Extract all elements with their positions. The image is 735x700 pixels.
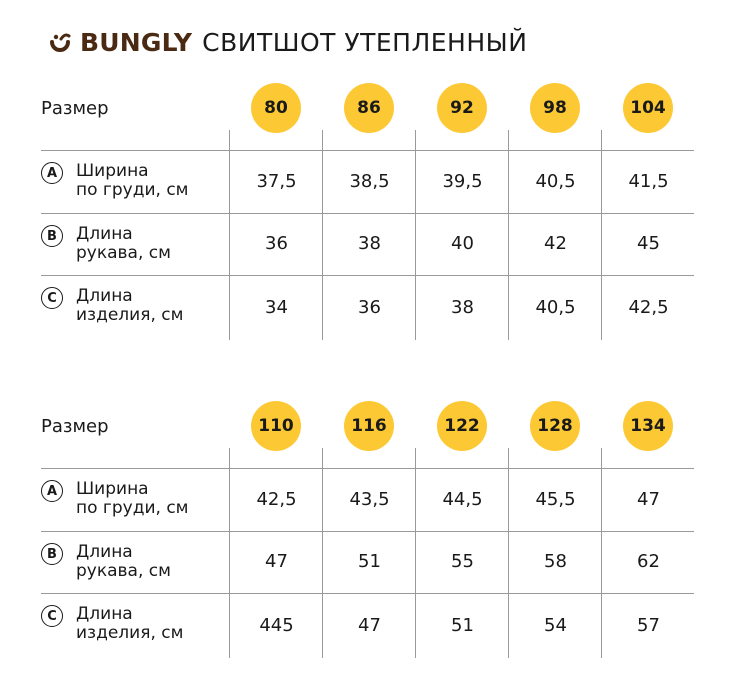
table-cell: 55: [451, 551, 474, 572]
column-divider: [601, 130, 602, 340]
row-label-line1: Длина: [76, 542, 133, 562]
table-cell: 36: [265, 233, 288, 254]
row-divider: [41, 275, 694, 276]
column-divider: [601, 448, 602, 658]
row-divider: [41, 531, 694, 532]
column-divider: [322, 448, 323, 658]
column-divider: [322, 130, 323, 340]
row-label-line2: рукава, см: [76, 561, 171, 581]
size-badge: 80: [251, 83, 301, 133]
header: BUNGLY СВИТШОТ УТЕПЛЕННЫЙ: [48, 24, 527, 60]
bungly-logo-icon: [50, 33, 71, 52]
row-divider: [41, 150, 694, 151]
row-label: Длина изделия, см: [76, 287, 183, 325]
column-divider: [415, 130, 416, 340]
row-label: Длина рукава, см: [76, 543, 171, 581]
table-cell: 51: [358, 551, 381, 572]
table-cell: 45: [637, 233, 660, 254]
row-label: Ширина по груди, см: [76, 480, 188, 518]
row-label-line2: изделия, см: [76, 305, 184, 325]
table-cell: 40,5: [535, 170, 576, 192]
table-cell: 45,5: [535, 488, 576, 510]
table-cell: 62: [637, 551, 660, 572]
table-cell: 54: [544, 614, 567, 636]
row-letter-badge: B: [41, 225, 63, 247]
size-badge: 104: [623, 83, 673, 133]
row-label: Длина изделия, см: [76, 605, 183, 643]
table-cell: 34: [265, 296, 288, 318]
row-letter-badge: B: [41, 543, 63, 565]
table-cell: 38,5: [349, 170, 390, 192]
row-letter-badge: C: [41, 287, 63, 309]
table-cell: 36: [358, 296, 381, 318]
row-label: Длина рукава, см: [76, 225, 171, 263]
table-cell: 37,5: [256, 170, 297, 192]
row-label-line1: Длина: [76, 604, 133, 624]
size-badge: 86: [344, 83, 394, 133]
table-cell: 58: [544, 551, 567, 572]
row-label-line2: по груди, см: [76, 498, 189, 518]
size-badge: 110: [251, 401, 301, 451]
column-divider: [415, 448, 416, 658]
size-badge: 134: [623, 401, 673, 451]
size-badge: 116: [344, 401, 394, 451]
table-cell: 445: [259, 614, 294, 636]
table-cell: 51: [451, 614, 474, 636]
table-cell: 47: [265, 551, 288, 572]
table-cell: 47: [637, 488, 660, 510]
table-cell: 47: [358, 614, 381, 636]
table-cell: 38: [451, 296, 474, 318]
column-divider: [229, 448, 230, 658]
size-badge: 92: [437, 83, 487, 133]
size-badge: 122: [437, 401, 487, 451]
table-cell: 40,5: [535, 296, 576, 318]
row-label-line2: по груди, см: [76, 180, 189, 200]
column-divider: [229, 130, 230, 340]
table-cell: 42,5: [256, 488, 297, 510]
size-label: Размер: [41, 98, 109, 119]
table-cell: 40: [451, 233, 474, 254]
row-label-line1: Ширина: [76, 161, 149, 181]
table-cell: 41,5: [628, 170, 669, 192]
row-letter-badge: C: [41, 605, 63, 627]
table-cell: 57: [637, 614, 660, 636]
size-badge: 128: [530, 401, 580, 451]
table-cell: 43,5: [349, 488, 390, 510]
table-cell: 44,5: [442, 488, 483, 510]
product-title: СВИТШОТ УТЕПЛЕННЫЙ: [202, 27, 528, 57]
row-label: Ширина по груди, см: [76, 162, 188, 200]
row-divider: [41, 593, 694, 594]
brand-name: BUNGLY: [80, 27, 193, 57]
table-cell: 38: [358, 233, 381, 254]
table-cell: 42: [544, 233, 567, 254]
row-divider: [41, 468, 694, 469]
row-label-line2: рукава, см: [76, 243, 171, 263]
row-letter-badge: A: [41, 162, 63, 184]
size-label: Размер: [41, 416, 109, 437]
column-divider: [508, 130, 509, 340]
table-cell: 39,5: [442, 170, 483, 192]
row-label-line1: Ширина: [76, 479, 149, 499]
column-divider: [508, 448, 509, 658]
row-label-line1: Длина: [76, 224, 133, 244]
row-label-line2: изделия, см: [76, 623, 184, 643]
row-label-line1: Длина: [76, 286, 133, 306]
row-letter-badge: A: [41, 480, 63, 502]
row-divider: [41, 213, 694, 214]
table-cell: 42,5: [628, 296, 669, 318]
size-badge: 98: [530, 83, 580, 133]
